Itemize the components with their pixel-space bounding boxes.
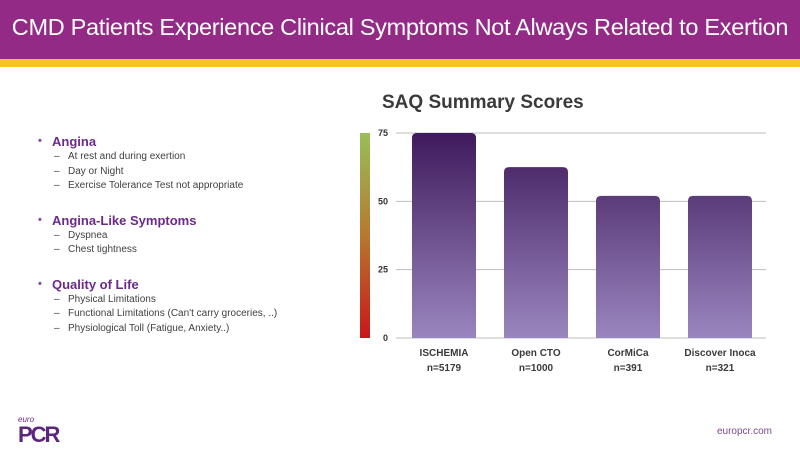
bullet-list: • Angina – At rest and during exertion – Da… xyxy=(38,133,358,354)
sub-item: – Day or Night xyxy=(38,165,358,180)
bullet-icon: • xyxy=(38,135,42,147)
dash-icon: – xyxy=(54,229,60,241)
y-tick-label: 25 xyxy=(378,265,388,275)
dash-icon: – xyxy=(54,244,60,255)
bullet-heading: • Quality of Life xyxy=(38,276,358,293)
bar-open-cto xyxy=(504,167,568,338)
bullet-heading: • Angina xyxy=(38,133,358,150)
bar-ischemia xyxy=(412,133,476,338)
sub-item: – Dyspnea xyxy=(38,229,358,244)
bullet-icon: • xyxy=(38,277,42,290)
sub-item-text: Day or Night xyxy=(68,165,124,177)
x-category-label: Discover Inoca xyxy=(684,348,756,359)
sub-item: – At rest and during exertion xyxy=(38,150,358,165)
dash-icon: – xyxy=(54,293,60,305)
header-banner: CMD Patients Experience Clinical Symptom… xyxy=(0,0,800,59)
color-scale-bar xyxy=(360,133,370,338)
sub-item: – Exercise Tolerance Test not appropriate xyxy=(38,179,358,194)
sub-item: – Physical Limitations xyxy=(38,293,358,308)
x-category-label: CorMiCa xyxy=(607,348,649,359)
bullet-heading-text: Angina-Like Symptoms xyxy=(52,212,197,228)
bullet-heading-text: Quality of Life xyxy=(52,276,139,292)
sub-item: – Functional Limitations (Can't carry gro… xyxy=(38,307,358,322)
sample-size-label: n=321 xyxy=(706,363,735,374)
sub-item: – Physiological Toll (Fatigue, Anxiety..) xyxy=(38,322,358,337)
sub-item-text: Exercise Tolerance Test not appropriate xyxy=(68,180,244,191)
dash-icon: – xyxy=(54,165,60,177)
sub-item-text: Dyspnea xyxy=(68,229,108,241)
sub-item-text: At rest and during exertion xyxy=(68,151,186,162)
logo-pcr-text: PCR xyxy=(18,422,60,447)
bullet-heading-text: Angina xyxy=(52,134,97,149)
chart-title: SAQ Summary Scores xyxy=(382,92,584,113)
x-category-label: ISCHEMIA xyxy=(420,348,469,359)
dash-icon: – xyxy=(54,151,60,162)
bullet-group-quality-of-life: • Quality of Life – Physical Limitations –… xyxy=(38,276,358,337)
slide-title: CMD Patients Experience Clinical Symptom… xyxy=(11,14,789,40)
bullet-heading: • Angina-Like Symptoms xyxy=(38,212,358,229)
y-tick-label: 50 xyxy=(378,196,388,206)
sub-item: – Chest tightness xyxy=(38,243,358,258)
sub-item-text: Functional Limitations (Can't carry groc… xyxy=(68,308,278,319)
europcr-logo: euro PCR xyxy=(18,415,60,447)
y-tick-label: 75 xyxy=(378,128,388,138)
sub-item-text: Physical Limitations xyxy=(68,293,156,305)
dash-icon: – xyxy=(54,322,60,334)
sub-item-text: Physiological Toll (Fatigue, Anxiety..) xyxy=(68,322,230,334)
bullet-group-angina: • Angina – At rest and during exertion – Da… xyxy=(38,133,358,194)
logo-euro-text: euro xyxy=(18,415,35,424)
bullet-icon: • xyxy=(38,213,42,226)
sample-size-label: n=5179 xyxy=(427,363,462,374)
accent-stripe xyxy=(0,59,800,67)
bar-discover-inoca xyxy=(688,195,752,338)
dash-icon: – xyxy=(54,308,60,319)
x-category-label: Open CTO xyxy=(511,348,560,359)
sample-size-label: n=391 xyxy=(614,363,643,374)
sub-item-text: Chest tightness xyxy=(68,244,137,255)
bar-cormica xyxy=(596,195,660,338)
bullet-group-angina-like: • Angina-Like Symptoms – Dyspnea – Chest ti… xyxy=(38,212,358,258)
y-tick-label: 0 xyxy=(383,333,388,343)
dash-icon: – xyxy=(54,180,60,191)
website-link[interactable]: europcr.com xyxy=(716,426,772,437)
sample-size-label: n=1000 xyxy=(519,363,554,374)
